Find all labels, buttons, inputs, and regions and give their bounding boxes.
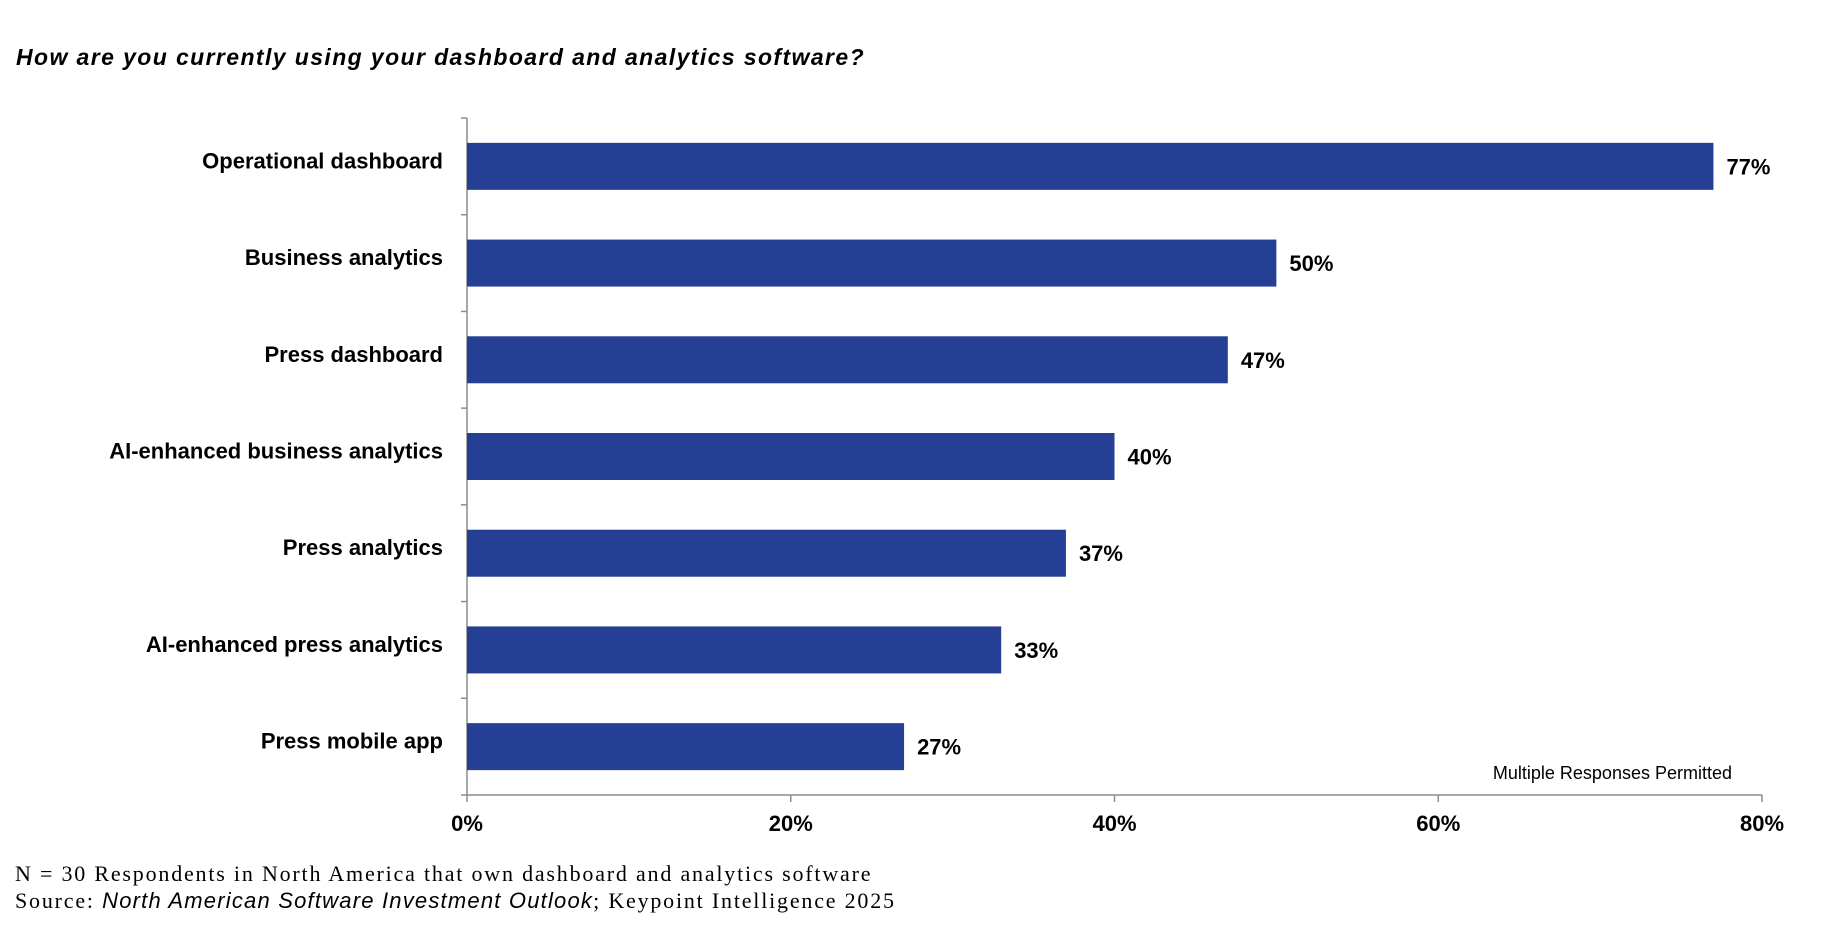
category-axis [461, 117, 468, 796]
x-tick-label: 20% [769, 811, 813, 836]
respondents-note: N = 30 Respondents in North America that… [15, 861, 873, 886]
category-label: Press dashboard [264, 342, 443, 367]
source-suffix: ; Keypoint Intelligence 2025 [593, 888, 896, 913]
bar [467, 142, 1714, 190]
bar [467, 433, 1115, 480]
bar [467, 239, 1277, 287]
publication-title: North American Software Investment Outlo… [102, 888, 594, 913]
x-tick-label: 0% [451, 811, 483, 836]
source-line: Source: North American Software Investme… [15, 888, 896, 914]
category-labels-group: Operational dashboard Business analytics P… [109, 148, 443, 753]
source-prefix: Source: [15, 888, 103, 913]
category-label: Operational dashboard [202, 148, 443, 173]
x-tick-label: 80% [1740, 811, 1784, 836]
bar [467, 336, 1228, 384]
bar [467, 626, 1002, 674]
value-labels-group: 77% 50% 47% 40% 37% 33% 27% [917, 154, 1770, 759]
category-label: AI-enhanced business analytics [109, 439, 443, 464]
value-label: 33% [1014, 638, 1058, 663]
category-label: Business analytics [245, 245, 443, 270]
value-label: 50% [1289, 251, 1333, 276]
x-tick-label: 40% [1092, 811, 1136, 836]
x-axis: 0% 20% 40% 60% 80% [451, 794, 1784, 836]
chart-title: How are you currently using your dashboa… [16, 44, 866, 70]
bar [467, 529, 1066, 577]
category-label: AI-enhanced press analytics [146, 632, 443, 657]
bars-group [467, 142, 1714, 771]
value-label: 27% [917, 735, 961, 760]
multiple-responses-note: Multiple Responses Permitted [1493, 763, 1732, 783]
value-label: 47% [1241, 348, 1285, 373]
bar [467, 723, 905, 771]
category-label: Press mobile app [261, 729, 443, 754]
value-label: 40% [1128, 445, 1172, 470]
category-label: Press analytics [283, 535, 443, 560]
value-label: 77% [1726, 154, 1770, 179]
x-tick-label: 60% [1416, 811, 1460, 836]
bar-chart: 77% 50% 47% 40% 37% 33% 27% Operational dashbo… [109, 117, 1784, 836]
value-label: 37% [1079, 541, 1123, 566]
